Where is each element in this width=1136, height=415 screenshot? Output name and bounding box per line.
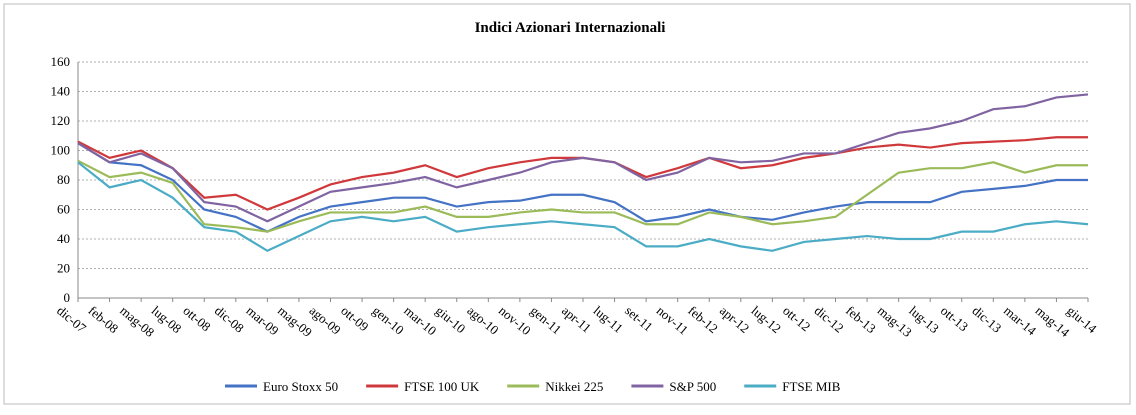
series-line bbox=[77, 159, 1088, 233]
series-line bbox=[77, 93, 1089, 223]
y-tick-label: 0 bbox=[64, 290, 71, 305]
series-line bbox=[77, 142, 1088, 233]
legend-label: Euro Stoxx 50 bbox=[263, 379, 338, 394]
y-tick-label: 20 bbox=[57, 261, 70, 276]
y-tick-label: 120 bbox=[51, 113, 71, 128]
legend-label: S&P 500 bbox=[669, 379, 716, 394]
y-tick-label: 100 bbox=[51, 143, 71, 158]
legend-label: FTSE 100 UK bbox=[404, 379, 480, 394]
y-tick-label: 160 bbox=[51, 54, 71, 69]
y-tick-label: 140 bbox=[51, 84, 71, 99]
y-tick-label: 40 bbox=[57, 231, 70, 246]
y-tick-label: 60 bbox=[57, 202, 70, 217]
chart-title: Indici Azionari Internazionali bbox=[475, 20, 666, 36]
legend-label: Nikkei 225 bbox=[545, 379, 603, 394]
legend-label: FTSE MIB bbox=[782, 379, 840, 394]
series-line bbox=[77, 161, 1089, 253]
y-tick-label: 80 bbox=[57, 172, 70, 187]
chart-border bbox=[3, 3, 1131, 405]
